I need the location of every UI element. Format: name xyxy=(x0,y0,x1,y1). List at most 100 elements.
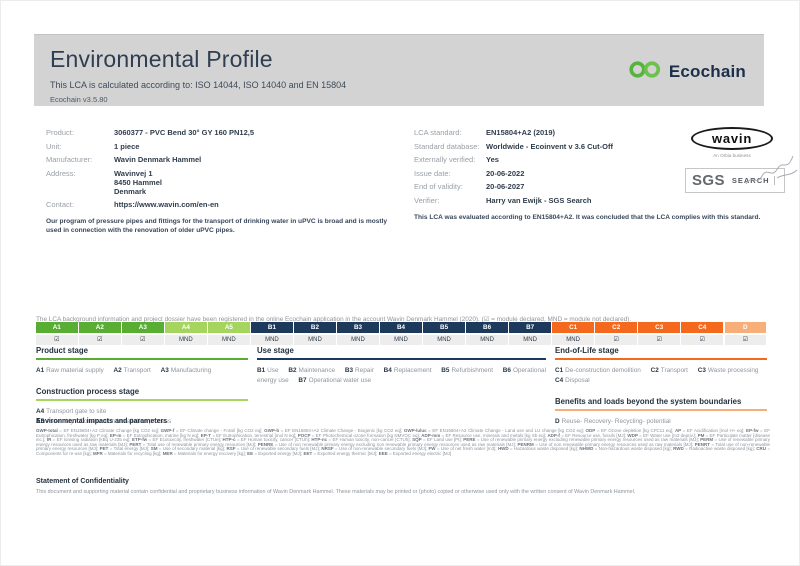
externally-verified-row: Externally verified: Yes xyxy=(414,155,766,164)
benefits-rule xyxy=(555,408,767,411)
unit-value: 1 piece xyxy=(114,141,140,151)
ecochain-logo: Ecochain xyxy=(628,60,746,84)
unit-label: Unit: xyxy=(46,141,62,151)
stage-item-c4: C4 Disposal xyxy=(555,376,590,384)
lca-standard-subtitle: This LCA is calculated according to: ISO… xyxy=(50,80,347,90)
unit-row: Unit: 1 piece xyxy=(46,142,398,151)
module-status-row: ☑ ☑ ☑ MND MND MND MND MND MND MND MND MND MND ☑ ☑ ☑ ☑ xyxy=(36,335,767,345)
construction-stage-rule xyxy=(36,398,248,401)
stage-item-a2: A2 Transport xyxy=(113,367,151,374)
contact-url-link[interactable]: https://www.wavin.com/en-en xyxy=(114,200,219,209)
module-cell-b2: B2 xyxy=(294,322,336,333)
wavin-logo-text: wavin xyxy=(691,127,773,150)
verifier-value: Harry van Ewijk - SGS Search xyxy=(486,195,592,205)
contact-label: Contact: xyxy=(46,200,74,209)
product-stage-rule xyxy=(36,358,248,360)
stage-item-b4: B4 Replacement xyxy=(383,367,432,374)
module-status-a3: ☑ xyxy=(122,335,164,345)
contact-row: Contact: https://www.wavin.com/en-en xyxy=(46,200,398,209)
construction-stage-title: Construction process stage xyxy=(36,386,140,396)
eol-stage-items: C1 De-construction demolition C2 Transport… xyxy=(555,366,767,386)
impacts-glossary-section: Environmental impacts and parameters GWP… xyxy=(36,418,770,456)
module-status-a2: ☑ xyxy=(79,335,121,345)
eol-stage-rule xyxy=(555,358,767,360)
product-description: Our program of pressure pipes and fittin… xyxy=(46,218,388,234)
construction-stage-items: A4 Transport gate to site A5 Assembly / Co… xyxy=(36,407,248,427)
address-value: Wavinvej 1 8450 Hammel Denmark xyxy=(114,168,162,196)
product-value: 3060377 - PVC Bend 30° GY 160 PN12,5 xyxy=(114,128,255,137)
confidentiality-section: Statement of Confidentiality This docume… xyxy=(36,478,768,496)
module-cell-a4: A4 xyxy=(165,322,207,333)
product-stage-items: A1 Raw material supply A2 Transport A3 Manu… xyxy=(36,366,248,376)
stage-item-b3: B3 Repair xyxy=(344,367,374,374)
module-status-d: ☑ xyxy=(724,335,767,345)
stage-item-b1: B1 Use xyxy=(257,367,279,374)
impacts-glossary-text: GWP-total = EF EN15804+A2 Climate Change… xyxy=(36,428,770,456)
lca-standard-label: LCA standard: xyxy=(414,128,462,137)
module-status-a1: ☑ xyxy=(36,335,78,345)
product-stage-column: Product stage A1 Raw material supply A2 Tr… xyxy=(36,346,248,427)
product-row: Product: 3060377 - PVC Bend 30° GY 160 P… xyxy=(46,128,398,137)
stage-legend: Product stage A1 Raw material supply A2 Tr… xyxy=(36,346,767,427)
construction-stage-block: Construction process stage A4 Transport g… xyxy=(36,387,248,427)
confidentiality-text: This document and supporting material co… xyxy=(36,489,636,495)
module-cell-a2: A2 xyxy=(79,322,121,333)
verifier-label: Verifier: xyxy=(414,195,440,205)
issue-date-value: 20-06-2022 xyxy=(486,168,525,178)
stage-item-c3: C3 Waste processing xyxy=(697,367,759,374)
evaluation-statement: This LCA was evaluated according to EN15… xyxy=(414,213,761,221)
module-cell-b3: B3 xyxy=(337,322,379,333)
wavin-tagline: An Orbia business xyxy=(713,153,751,158)
use-stage-items: B1 Use B2 Maintenance B3 Repair B4 Replaceme… xyxy=(257,366,546,386)
module-status-b7: MND xyxy=(509,335,551,345)
module-status-b1: MND xyxy=(251,335,293,345)
stage-item-c2: C2 Transport xyxy=(650,367,688,374)
lca-standard-value: EN15804+A2 (2019) xyxy=(486,128,556,137)
stage-item-b7: B7 Operational water use xyxy=(298,376,372,384)
issue-date-row: Issue date: 20-06-2022 xyxy=(414,169,766,178)
module-cell-c4: C4 xyxy=(681,322,723,333)
benefits-block: Benefits and loads beyond the system bou… xyxy=(555,397,767,427)
module-cell-d: D xyxy=(724,322,767,333)
standard-database-value: Worldwide - Ecoinvent v 3.6 Cut-Off xyxy=(486,141,613,151)
sgs-logo-text: SGS xyxy=(692,172,725,189)
module-cell-b1: B1 xyxy=(251,322,293,333)
eol-stage-block: End-of-Life stage C1 De-construction demo… xyxy=(555,346,767,386)
module-cell-b5: B5 xyxy=(423,322,465,333)
module-cell-c1: C1 xyxy=(552,322,594,333)
module-cell-a3: A3 xyxy=(122,322,164,333)
stage-item-a5: A5 Assembly / Construction installation p… xyxy=(36,417,172,425)
end-of-validity-label: End of validity: xyxy=(414,182,463,191)
module-cell-b6: B6 xyxy=(466,322,508,333)
module-status-b3: MND xyxy=(337,335,379,345)
sgs-search-text: SEARCH xyxy=(732,176,775,185)
manufacturer-value: Wavin Denmark Hammel xyxy=(114,155,202,164)
ecochain-logo-text: Ecochain xyxy=(668,62,746,81)
standard-database-label: Standard database: xyxy=(414,141,480,151)
product-label: Product: xyxy=(46,128,74,137)
end-of-validity-row: End of validity: 20-06-2027 xyxy=(414,182,766,191)
benefits-items: D Reuse- Recovery- Recycling- potential xyxy=(555,417,767,427)
verifier-row: Verifier: Harry van Ewijk - SGS Search xyxy=(414,196,766,205)
module-status-a4: MND xyxy=(165,335,207,345)
standard-database-row: Standard database: Worldwide - Ecoinvent… xyxy=(414,142,766,151)
stage-item-a3: A3 Manufacturing xyxy=(160,367,212,374)
externally-verified-label: Externally verified: xyxy=(414,155,476,164)
module-status-c2: ☑ xyxy=(595,335,637,345)
address-row: Address: Wavinvej 1 8450 Hammel Denmark xyxy=(46,169,398,196)
lca-info-column: LCA standard: EN15804+A2 (2019) Standard… xyxy=(414,128,766,222)
use-stage-column: Use stage B1 Use B2 Maintenance B3 Repair B… xyxy=(257,346,546,427)
module-status-a5: MND xyxy=(208,335,250,345)
module-status-b4: MND xyxy=(380,335,422,345)
module-cell-c3: C3 xyxy=(638,322,680,333)
manufacturer-label: Manufacturer: xyxy=(46,155,93,164)
stage-item-b6: B6 Operational energy use xyxy=(257,367,546,384)
stage-item-a1: A1 Raw material supply xyxy=(36,367,104,374)
stage-item-c1: C1 De-construction demolition xyxy=(555,367,641,374)
module-status-c4: ☑ xyxy=(681,335,723,345)
end-of-validity-value: 20-06-2027 xyxy=(486,182,525,191)
module-status-c1: MND xyxy=(552,335,594,345)
eol-stage-title: End-of-Life stage xyxy=(555,346,619,355)
use-stage-rule xyxy=(257,358,546,360)
